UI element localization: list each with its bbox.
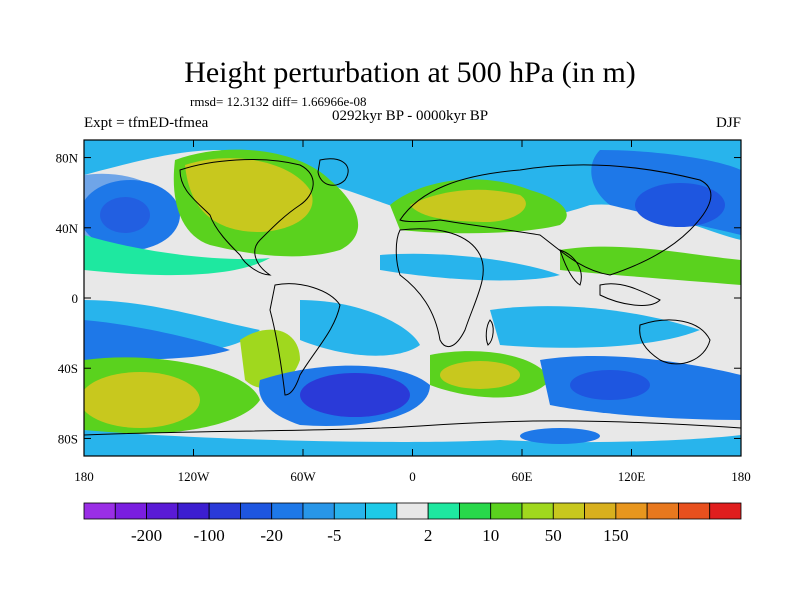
- contour-region: [300, 300, 420, 356]
- colorbar-label: 50: [545, 526, 562, 545]
- colorbar-swatch: [678, 502, 711, 520]
- colorbar-label: 150: [603, 526, 629, 545]
- coastline-greenland: [317, 158, 349, 186]
- y-axis: 80N 40N 0 40S 80S: [56, 151, 741, 446]
- contour-region: [300, 373, 410, 417]
- colorbar-swatch: [333, 502, 366, 520]
- colorbar-swatch: [365, 502, 398, 520]
- colorbar-swatch: [490, 502, 523, 520]
- x-tick-label: 60W: [290, 469, 316, 484]
- colorbar-label: -100: [194, 526, 225, 545]
- figure-title: Height perturbation at 500 hPa (in m): [184, 56, 636, 89]
- colorbar-label: -200: [131, 526, 162, 545]
- colorbar-swatch: [521, 502, 554, 520]
- colorbar-swatch: [208, 502, 241, 520]
- colorbar-swatch: [146, 502, 179, 520]
- x-tick-label: 120E: [618, 469, 646, 484]
- contour-region: [490, 306, 700, 348]
- contour-region: [570, 370, 650, 400]
- colorbar-swatch: [177, 502, 210, 520]
- contour-region: [440, 361, 520, 389]
- colorbar-swatch: [396, 502, 429, 520]
- contour-region: [84, 235, 270, 276]
- contour-region: [185, 158, 313, 232]
- coastline-south-america: [269, 283, 341, 396]
- colorbar-swatch: [709, 502, 742, 520]
- colorbar-swatch: [271, 502, 304, 520]
- colorbar-swatch: [584, 502, 617, 520]
- colorbar-swatch: [427, 502, 460, 520]
- contour-region: [84, 173, 176, 255]
- contour-region: [84, 320, 230, 360]
- x-tick-label: 0: [409, 469, 416, 484]
- x-tick-label: 180: [74, 469, 94, 484]
- contour-region: [380, 253, 560, 281]
- y-tick-label: 80S: [58, 431, 78, 446]
- stats-label: rmsd= 12.3132 diff= 1.66966e-08: [190, 94, 367, 109]
- colorbar-swatch: [552, 502, 585, 520]
- coastline-north-america: [179, 159, 314, 276]
- x-tick-label: 60E: [512, 469, 533, 484]
- coastline-layer: [84, 158, 741, 436]
- y-tick-label: 40S: [58, 361, 78, 376]
- y-tick-label: 40N: [56, 221, 79, 236]
- colorbar-swatch: [459, 502, 492, 520]
- colorbar-swatch: [615, 502, 648, 520]
- coastline-southeast-asia: [599, 283, 661, 306]
- colorbar-label: 10: [482, 526, 499, 545]
- coastline-india: [559, 249, 582, 286]
- season-label: DJF: [716, 115, 741, 131]
- colorbar-swatch: [114, 502, 147, 520]
- coastline-antarctica: [84, 420, 741, 436]
- contour-region: [635, 183, 725, 227]
- coastline-africa: [395, 228, 484, 348]
- colorbar-swatch: [302, 502, 335, 520]
- contour-fill-layer: [84, 140, 741, 456]
- contour-region: [560, 246, 741, 285]
- map-area: [84, 140, 741, 456]
- x-tick-label: 120W: [178, 469, 211, 484]
- coastline-australia: [639, 319, 711, 365]
- colorbar-label: 2: [424, 526, 433, 545]
- x-tick-label: 180: [731, 469, 751, 484]
- colorbar-swatch: [646, 502, 679, 520]
- y-tick-label: 0: [72, 291, 79, 306]
- y-tick-label: 80N: [56, 151, 79, 166]
- period-label: 0292kyr BP - 0000kyr BP: [332, 108, 488, 124]
- experiment-label: Expt = tfmED-tfmea: [84, 115, 209, 131]
- coastline-madagascar: [485, 319, 494, 346]
- colorbar-swatch: [240, 502, 273, 520]
- colorbar-swatch: [83, 502, 116, 520]
- contour-region: [84, 372, 200, 428]
- colorbar-label: -5: [327, 526, 341, 545]
- x-axis: 180 120W 60W 0 60E 120E 180: [74, 140, 751, 484]
- contour-region: [520, 428, 600, 444]
- coastline-eurasia: [399, 164, 712, 276]
- contour-region: [410, 189, 526, 222]
- contour-region: [84, 430, 741, 456]
- colorbar-label: -20: [260, 526, 283, 545]
- colorbar: [83, 502, 742, 520]
- colorbar-labels: -200 -100 -20 -5 2 10 50 150: [131, 526, 629, 545]
